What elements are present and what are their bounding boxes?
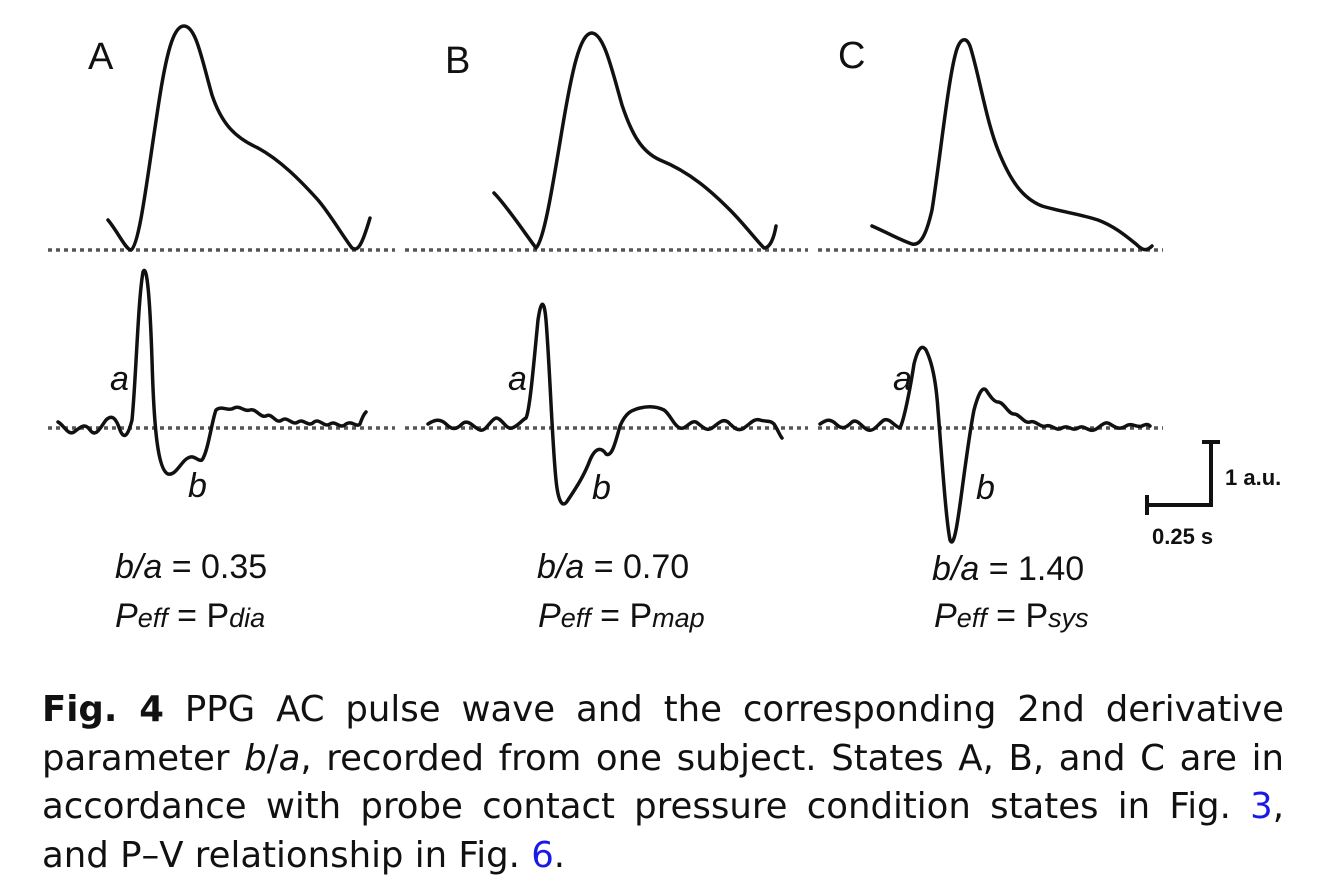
scale-bar-horizontal-label: 0.25 s [1152,524,1213,549]
panel-label-c: C [838,35,865,77]
ppg-pulse-wave-b [492,31,778,250]
second-derivative-c [818,345,1152,544]
peak-b-label-b: b [592,469,611,507]
caption-text: PPG AC pulse wave and the corresponding … [42,689,1284,779]
scale-bar: 1 a.u. 0.25 s [1145,440,1281,549]
ratio-text-a: b/a = 0.35 [115,548,267,586]
figure-4: A a b b/a = 0.35 Peff = Pdia B a b b/a =… [48,24,1281,635]
peak-a-label-b: a [508,360,527,398]
caption-text: , recorded from one subject. States A, B… [42,737,1285,828]
peak-b-label-c: b [976,469,995,507]
ppg-pulse-wave-c [870,38,1154,252]
caption-param-a: a [278,737,301,779]
caption-param-b: b [244,737,267,779]
peak-a-label-c: a [893,360,912,398]
pressure-text-c: Peff = Psys [934,597,1089,635]
caption-param-slash: / [266,737,279,779]
caption-text: . [553,834,566,876]
second-derivative-a [56,268,368,476]
caption-label: Fig. 4 [42,689,164,730]
figure-caption: Fig. 4 PPG AC pulse wave and the corresp… [42,686,1284,880]
figure-6-link[interactable]: 6 [531,834,554,876]
ratio-text-c: b/a = 1.40 [932,550,1084,588]
peak-b-label-a: b [188,467,207,505]
panel-label-a: A [88,36,114,78]
pressure-text-b: Peff = Pmap [538,597,705,635]
figure-3-link[interactable]: 3 [1250,786,1273,827]
second-derivative-b [426,302,784,506]
caption-text: , and P–V relationship in Fig. [42,786,1284,876]
scale-bar-vertical-label: 1 a.u. [1225,465,1281,490]
ppg-pulse-wave-a [106,24,372,252]
panel-label-b: B [445,40,470,82]
pressure-text-a: Peff = Pdia [115,597,265,635]
peak-a-label-a: a [110,360,129,398]
ratio-text-b: b/a = 0.70 [537,548,689,586]
scale-bar-lines [1145,440,1220,515]
